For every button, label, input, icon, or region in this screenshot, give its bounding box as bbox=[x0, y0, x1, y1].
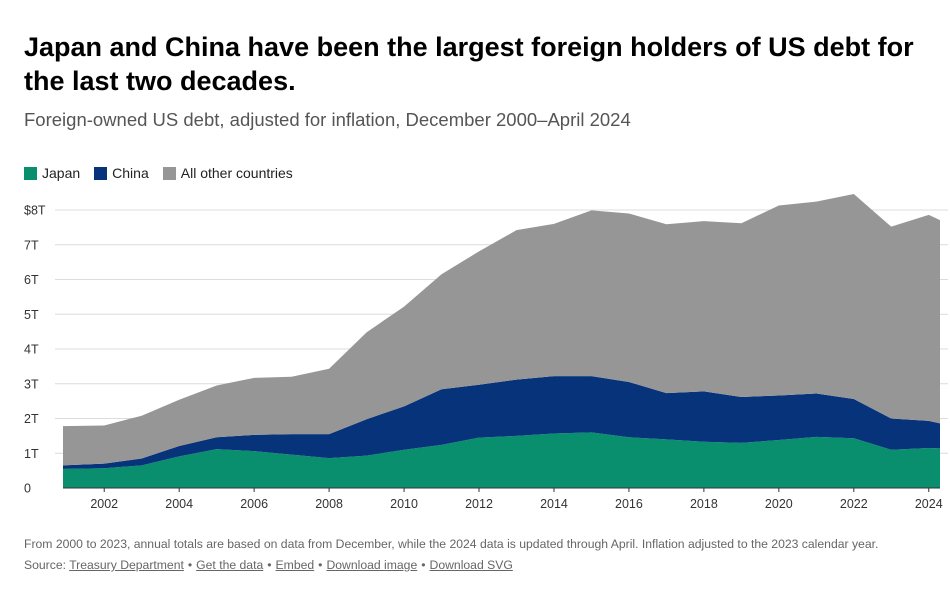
chart-subtitle: Foreign-owned US debt, adjusted for infl… bbox=[24, 109, 631, 130]
legend-swatch-china bbox=[94, 166, 108, 180]
axes: 0 1T 2T 3T 4T 5T 6T 7T $8T 2002 2004 2006 2008 2010 20… bbox=[24, 204, 943, 512]
y-tick-label: $8T bbox=[24, 204, 46, 218]
x-tick-label: 2004 bbox=[165, 497, 193, 511]
source-line: Source: Treasury Department • Get the data… bbox=[24, 558, 513, 572]
source-prefix: Source: bbox=[24, 558, 67, 572]
legend-label-other: All other countries bbox=[180, 165, 293, 181]
separator: • bbox=[267, 558, 272, 572]
y-tick-label: 4T bbox=[24, 343, 39, 357]
y-tick-label: 0 bbox=[24, 482, 31, 496]
y-tick-label: 2T bbox=[24, 412, 39, 426]
x-tick-label: 2002 bbox=[90, 497, 118, 511]
separator: • bbox=[421, 558, 426, 572]
y-tick-label: 1T bbox=[24, 447, 39, 461]
y-tick-label: 7T bbox=[24, 238, 39, 252]
area-china[interactable] bbox=[63, 376, 940, 469]
get-data-link[interactable]: Get the data bbox=[196, 558, 264, 572]
download-image-link[interactable]: Download image bbox=[326, 558, 418, 572]
x-tick-label: 2008 bbox=[315, 497, 343, 511]
area-japan[interactable] bbox=[63, 432, 940, 488]
x-tick-label: 2014 bbox=[540, 497, 568, 511]
legend-item-other[interactable]: All other countries bbox=[162, 165, 293, 181]
area-series bbox=[63, 194, 940, 488]
separator: • bbox=[187, 558, 193, 572]
y-tick-label: 3T bbox=[24, 377, 39, 391]
x-tick-label: 2024 bbox=[915, 497, 943, 511]
download-svg-link[interactable]: Download SVG bbox=[429, 558, 513, 572]
embed-link[interactable]: Embed bbox=[275, 558, 315, 572]
chart-title: Japan and China have been the largest fo… bbox=[24, 32, 914, 96]
x-tick-label: 2016 bbox=[615, 497, 643, 511]
x-tick-label: 2006 bbox=[240, 497, 268, 511]
y-tick-label: 5T bbox=[24, 308, 39, 322]
y-tick-label: 6T bbox=[24, 273, 39, 287]
x-tick-label: 2020 bbox=[765, 497, 793, 511]
area-all-other-countries[interactable] bbox=[63, 194, 940, 466]
source-link-treasury[interactable]: Treasury Department bbox=[69, 558, 184, 572]
legend-item-japan[interactable]: Japan bbox=[24, 165, 80, 181]
stacked-area-chart: 0 1T 2T 3T 4T 5T 6T 7T $8T 2002 2004 2006 2008 2010 20… bbox=[24, 194, 948, 512]
x-tick-label: 2010 bbox=[390, 497, 418, 511]
legend-swatch-other bbox=[162, 166, 176, 180]
separator: • bbox=[318, 558, 323, 572]
x-tick-label: 2012 bbox=[465, 497, 493, 511]
legend-label-china: China bbox=[112, 165, 149, 181]
x-tick-label: 2018 bbox=[690, 497, 718, 511]
footnote: From 2000 to 2023, annual totals are bas… bbox=[24, 537, 879, 551]
x-tick-label: 2022 bbox=[840, 497, 868, 511]
legend: Japan China All other countries bbox=[24, 165, 307, 181]
legend-item-china[interactable]: China bbox=[94, 165, 149, 181]
legend-swatch-japan bbox=[24, 166, 37, 180]
legend-label-japan: Japan bbox=[42, 165, 81, 181]
